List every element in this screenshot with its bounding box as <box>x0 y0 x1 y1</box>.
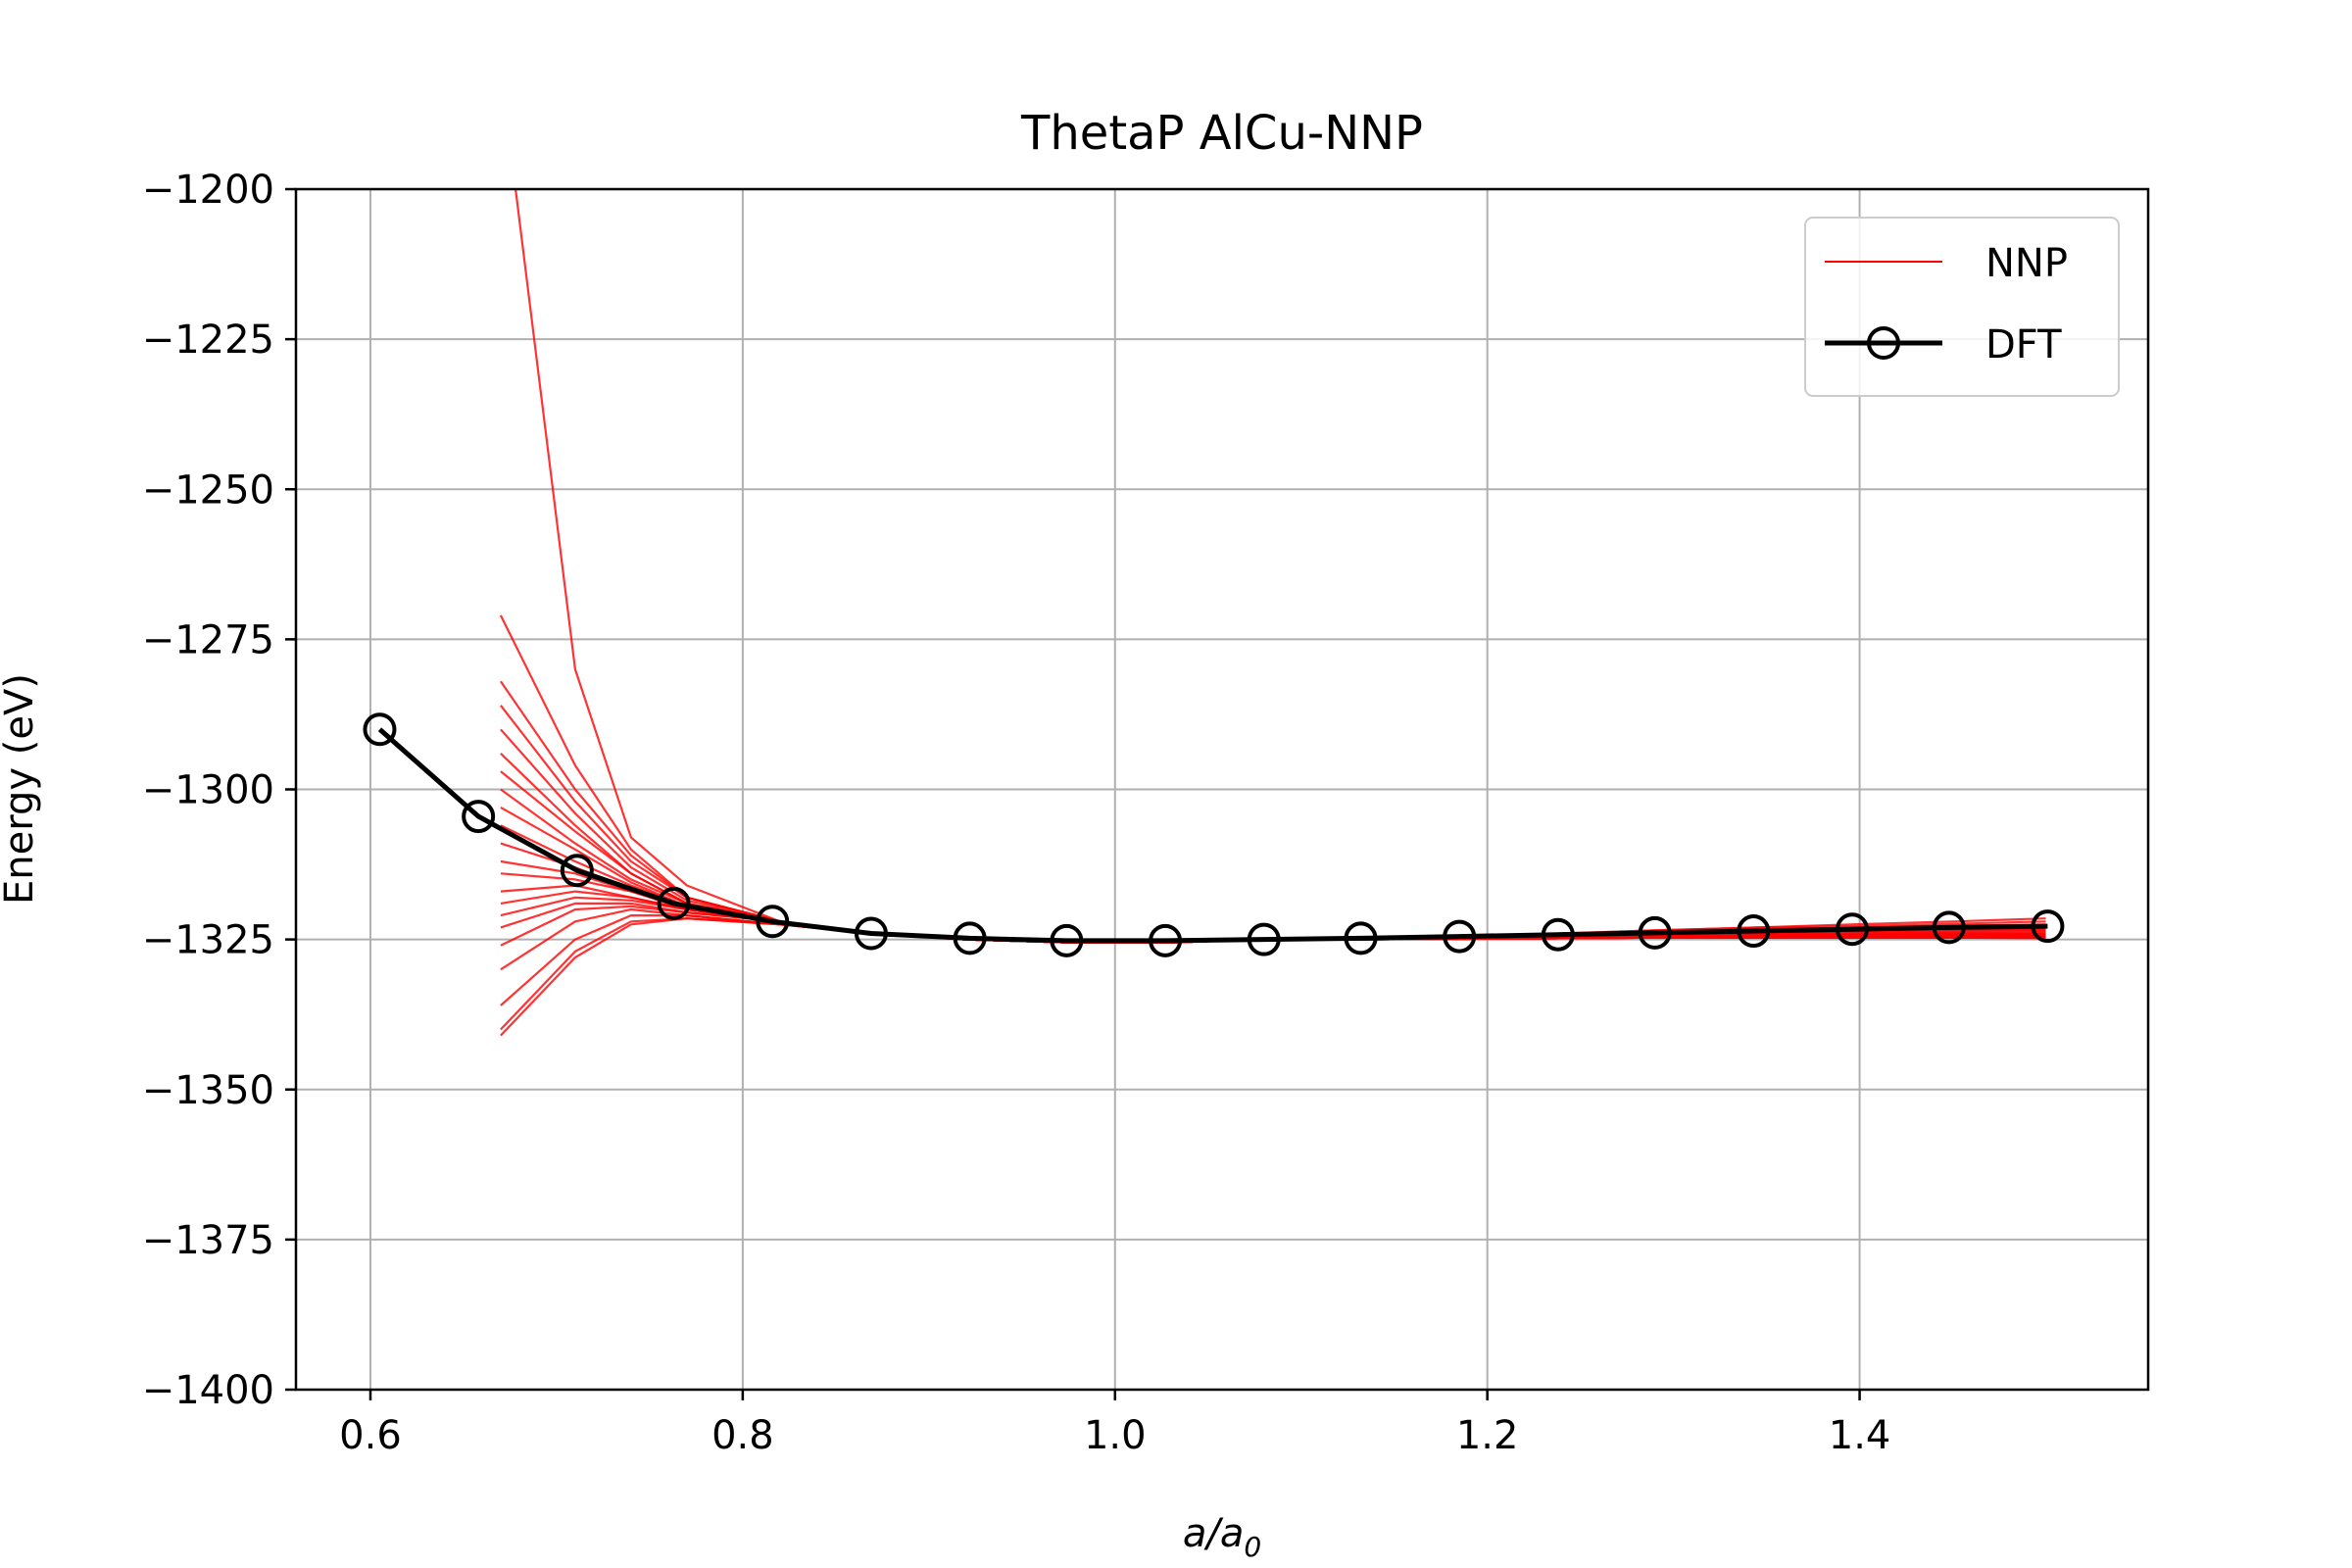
dft-point <box>1541 917 1575 952</box>
x-tick-label: 0.6 <box>339 1413 402 1458</box>
y-tick-label: −1300 <box>142 768 274 813</box>
y-tick-label: −1225 <box>142 318 274 363</box>
dft-point <box>1050 923 1084 957</box>
y-tick-label: −1250 <box>142 467 274 513</box>
x-tick-label: 0.8 <box>711 1413 774 1458</box>
dft-point <box>1737 914 1771 949</box>
x-axis-ticks: 0.6 0.8 1.0 1.2 1.4 <box>339 1390 1890 1458</box>
legend-box <box>1804 217 2120 397</box>
dft-point <box>1344 921 1378 956</box>
x-tick-label: 1.4 <box>1829 1413 1891 1458</box>
y-tick-label: −1375 <box>142 1218 274 1263</box>
legend-dft-label: DFT <box>1985 322 2062 368</box>
dft-point <box>756 905 790 939</box>
dft-point <box>560 854 594 888</box>
dft-point <box>1149 923 1183 957</box>
y-tick-label: −1200 <box>142 168 274 213</box>
chart-title: ThetaP AlCu-NNP <box>1020 106 1423 161</box>
x-tick-label: 1.0 <box>1084 1413 1147 1458</box>
dft-point <box>462 800 496 834</box>
y-tick-label: −1325 <box>142 918 274 963</box>
dft-point <box>1443 919 1477 954</box>
dft-point <box>1932 910 1966 945</box>
y-tick-label: −1400 <box>142 1368 274 1413</box>
dft-point <box>854 916 888 951</box>
y-axis-ticks: −1200 −1225 −1250 −1275 −1300 −1325 −1350 −1375… <box>142 168 296 1413</box>
legend-nnp-label: NNP <box>1985 241 2068 286</box>
dft-point <box>363 712 397 747</box>
dft-point <box>657 886 691 920</box>
x-axis-label-main: a/a <box>1183 1511 1245 1556</box>
y-tick-label: −1350 <box>142 1068 274 1113</box>
dft-point <box>953 921 987 956</box>
legend: NNP DFT <box>1804 217 2120 397</box>
x-axis-label: a/a0 <box>1183 1511 1261 1563</box>
plot-area <box>294 187 2150 1392</box>
dft-point <box>2031 909 2065 944</box>
dft-series <box>363 712 2065 957</box>
dft-point <box>1835 912 1869 947</box>
legend-dft-marker <box>1867 326 1900 360</box>
x-axis-label-subscript: 0 <box>1244 1531 1261 1563</box>
x-tick-label: 1.2 <box>1456 1413 1519 1458</box>
y-tick-label: −1275 <box>142 617 274 662</box>
dft-point <box>1638 915 1672 950</box>
dft-point <box>1247 922 1281 956</box>
y-axis-label: Energy (eV) <box>0 673 42 905</box>
